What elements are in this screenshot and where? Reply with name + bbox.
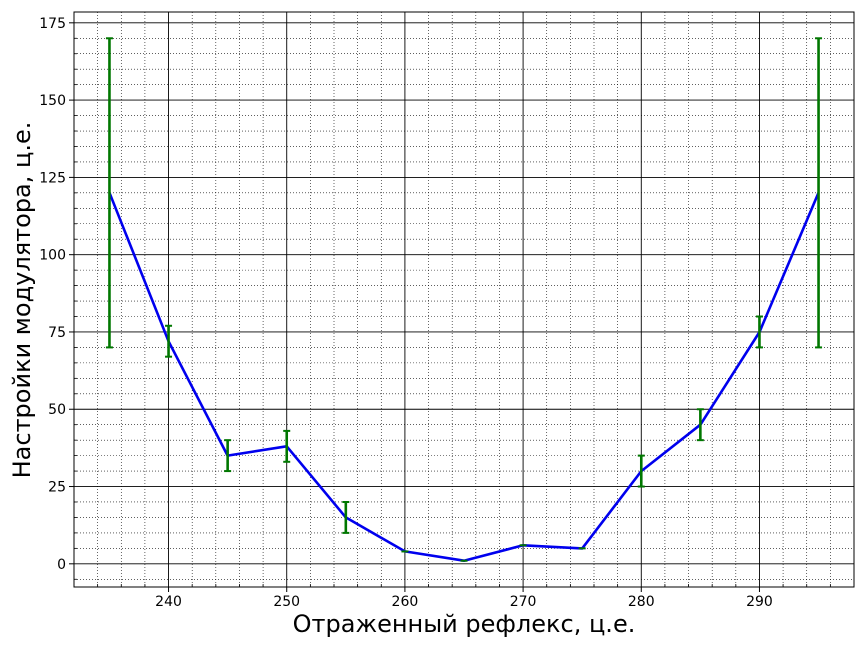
y-tick-label: 0 [57,557,66,573]
y-axis-label: Настройки модулятора, ц.е. [8,122,36,479]
ticks [69,22,855,592]
plot-frame [73,11,855,588]
y-tick-label: 150 [39,93,66,109]
y-tick-labels: 0 25 50 75 100 125 150 175 [39,16,66,573]
y-tick-label: 125 [39,170,66,186]
y-tick-label: 25 [48,480,66,496]
minor-grid [73,12,855,587]
y-tick-label: 50 [48,402,66,418]
x-tick-label: 290 [746,594,773,610]
x-tick-label: 240 [155,594,182,610]
x-tick-label: 250 [273,594,300,610]
major-grid [74,12,854,587]
error-bars [105,37,823,562]
x-tick-label: 270 [510,594,537,610]
plot-background [74,12,854,587]
x-tick-label: 280 [628,594,655,610]
x-tick-label: 260 [392,594,419,610]
y-tick-label: 100 [39,248,66,264]
y-tick-label: 75 [48,325,66,341]
y-tick-label: 175 [39,16,66,32]
x-tick-labels: 240 250 260 270 280 290 [155,594,773,610]
x-axis-label: Отраженный рефлекс, ц.е. [293,610,636,638]
